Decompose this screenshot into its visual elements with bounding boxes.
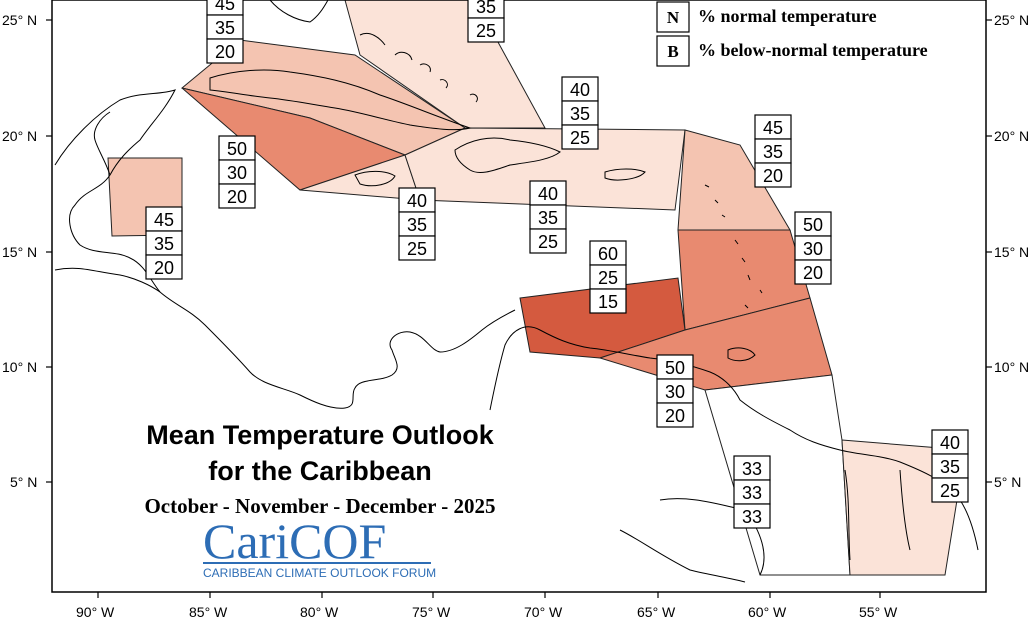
svg-text:33: 33 [742, 507, 762, 527]
svg-text:45: 45 [763, 118, 783, 138]
probability-box-western-cuba: 50 30 20 [218, 135, 256, 209]
logo-tagline: CARIBBEAN CLIMATE OUTLOOK FORUM [203, 566, 436, 580]
lat-label-right-15: 15° N [994, 244, 1029, 260]
svg-text:35: 35 [407, 215, 427, 235]
legend-letter-n: N [667, 8, 680, 27]
lat-label-20: 20° N [2, 128, 37, 144]
lon-label-90: 90° W [76, 604, 115, 620]
caricof-logo: CariCOF CARIBBEAN CLIMATE OUTLOOK FORUM [203, 513, 436, 580]
legend-text-below: % below-normal temperature [698, 40, 928, 60]
lon-label-70: 70° W [524, 604, 563, 620]
probability-box-bahamas-north: 45 35 20 [206, 0, 244, 64]
probability-box-turks-caicos: 40 35 25 [561, 76, 599, 150]
svg-text:50: 50 [803, 215, 823, 235]
svg-text:20: 20 [763, 166, 783, 186]
legend-letter-b: B [667, 42, 678, 61]
svg-text:20: 20 [215, 42, 235, 62]
svg-text:60: 60 [598, 244, 618, 264]
svg-text:35: 35 [763, 142, 783, 162]
svg-text:25: 25 [476, 21, 496, 41]
svg-text:35: 35 [570, 104, 590, 124]
svg-text:30: 30 [803, 239, 823, 259]
probability-box-belize: 45 35 20 [145, 206, 183, 280]
svg-text:30: 30 [665, 382, 685, 402]
probability-box-hispaniola: 40 35 25 [529, 180, 567, 254]
svg-text:50: 50 [227, 139, 247, 159]
legend-key-b [656, 35, 690, 67]
lat-label-15: 15° N [2, 244, 37, 260]
lon-label-80: 80° W [300, 604, 339, 620]
map-frame [51, 0, 987, 593]
svg-text:33: 33 [742, 459, 762, 479]
svg-text:25: 25 [538, 232, 558, 252]
latitude-axis-right: 25° N 20° N 15° N 10° N 5° N [986, 12, 1029, 490]
title-period: October - November - December - 2025 [144, 494, 495, 518]
lat-label-right-5: 5° N [994, 474, 1021, 490]
lat-label-25: 25° N [2, 12, 37, 28]
svg-text:40: 40 [570, 80, 590, 100]
probability-box-bahamas-south: 35 25 [467, 0, 505, 43]
lat-label-right-20: 20° N [994, 128, 1029, 144]
lon-label-75: 75° W [412, 604, 451, 620]
svg-text:40: 40 [538, 184, 558, 204]
lat-label-right-10: 10° N [994, 359, 1029, 375]
svg-text:20: 20 [665, 406, 685, 426]
legend: N % normal temperature B % below-normal … [656, 1, 928, 67]
svg-text:20: 20 [154, 258, 174, 278]
region-guyana [704, 374, 851, 576]
svg-text:35: 35 [940, 457, 960, 477]
svg-text:33: 33 [742, 483, 762, 503]
svg-text:30: 30 [227, 163, 247, 183]
svg-text:50: 50 [665, 358, 685, 378]
svg-text:35: 35 [215, 18, 235, 38]
longitude-axis: 90° W 85° W 80° W 75° W 70° W 65° W 60° … [76, 592, 898, 620]
title-line2: for the Caribbean [208, 456, 432, 486]
lat-label-10: 10° N [2, 359, 37, 375]
title-line1: Mean Temperature Outlook [146, 420, 495, 450]
latitude-axis-left: 25° N 20° N 15° N 10° N 5° N [2, 12, 52, 490]
title-block: Mean Temperature Outlook for the Caribbe… [144, 420, 495, 518]
lon-label-85: 85° W [189, 604, 228, 620]
svg-text:25: 25 [570, 128, 590, 148]
svg-text:35: 35 [538, 208, 558, 228]
svg-text:40: 40 [940, 433, 960, 453]
svg-text:25: 25 [407, 239, 427, 259]
svg-text:25: 25 [598, 268, 618, 288]
legend-key-n [656, 1, 690, 33]
svg-text:45: 45 [215, 0, 235, 14]
probability-box-jamaica: 40 35 25 [398, 187, 436, 261]
svg-text:25: 25 [940, 481, 960, 501]
probability-box-northern-leewards: 45 35 20 [754, 114, 792, 188]
logo-wordmark: CariCOF [203, 513, 386, 569]
lon-label-60: 60° W [748, 604, 787, 620]
probability-box-trinidad-tobago: 50 30 20 [656, 354, 694, 428]
lon-label-65: 65° W [637, 604, 676, 620]
svg-text:35: 35 [476, 0, 496, 17]
svg-text:35: 35 [154, 234, 174, 254]
svg-text:20: 20 [803, 263, 823, 283]
probability-box-abc-islands: 60 25 15 [589, 240, 627, 314]
probability-box-windwards: 50 30 20 [794, 211, 832, 285]
lat-label-5: 5° N [10, 474, 37, 490]
probability-box-suriname-fguiana: 40 35 25 [931, 429, 969, 503]
svg-text:40: 40 [407, 191, 427, 211]
probability-box-guyana: 33 33 33 [733, 455, 771, 529]
svg-text:20: 20 [227, 187, 247, 207]
lat-label-right-25: 25° N [994, 12, 1029, 28]
svg-text:15: 15 [598, 292, 618, 312]
svg-text:45: 45 [154, 210, 174, 230]
lon-label-55: 55° W [859, 604, 898, 620]
legend-text-normal: % normal temperature [698, 6, 877, 26]
